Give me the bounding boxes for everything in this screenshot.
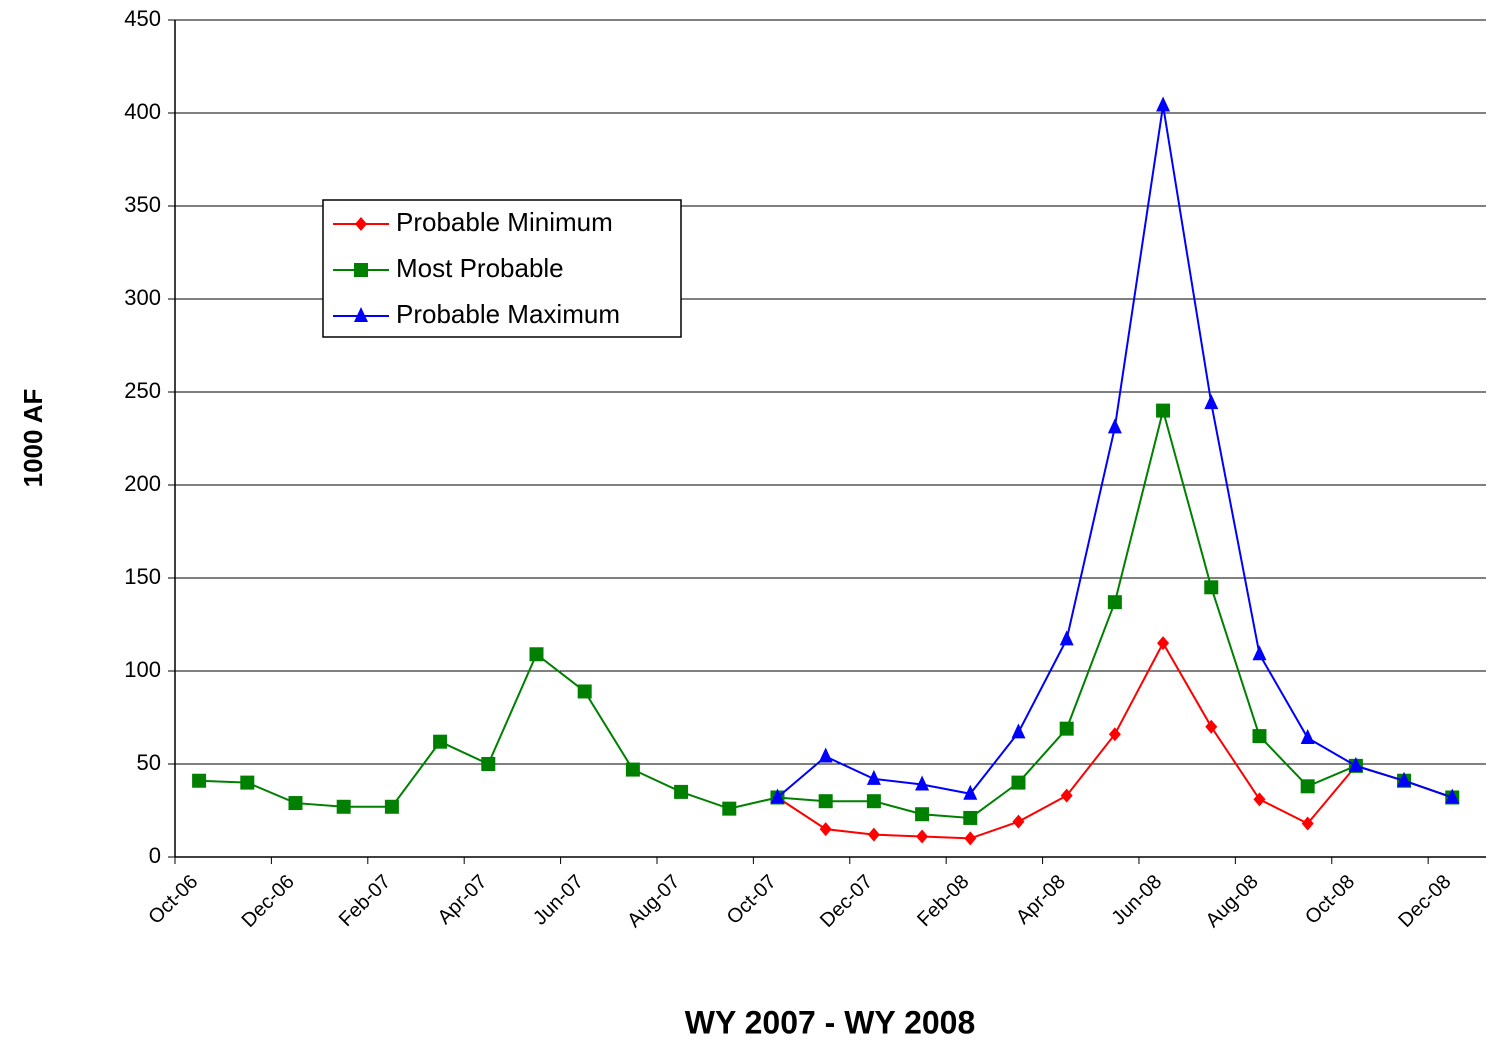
x-tick-label: Jun-07 bbox=[529, 871, 588, 930]
marker bbox=[770, 788, 785, 804]
marker bbox=[1059, 721, 1074, 736]
marker bbox=[355, 217, 367, 231]
y-tick-label: 0 bbox=[149, 843, 161, 868]
marker bbox=[1348, 756, 1363, 772]
marker bbox=[963, 784, 978, 800]
marker bbox=[1011, 775, 1026, 790]
marker bbox=[1108, 727, 1121, 742]
x-tick-label: Aug-07 bbox=[623, 871, 684, 932]
y-tick-label: 450 bbox=[124, 6, 161, 31]
marker bbox=[577, 684, 592, 699]
marker bbox=[1445, 788, 1460, 804]
marker bbox=[354, 263, 368, 277]
y-tick-label: 200 bbox=[124, 471, 161, 496]
y-axis-title: 1000 AF bbox=[18, 389, 48, 488]
x-tick-label: Oct-06 bbox=[144, 871, 202, 929]
marker bbox=[1059, 630, 1074, 646]
y-tick-label: 250 bbox=[124, 378, 161, 403]
x-tick-label: Feb-07 bbox=[335, 871, 395, 931]
series-line bbox=[776, 105, 1453, 799]
legend: Probable Minimum Most Probable Probable Ma… bbox=[322, 199, 682, 338]
marker bbox=[1107, 595, 1122, 610]
y-tick-label: 350 bbox=[124, 192, 161, 217]
marker bbox=[529, 647, 544, 662]
marker bbox=[1012, 814, 1025, 829]
marker bbox=[625, 762, 640, 777]
marker bbox=[336, 799, 351, 814]
marker bbox=[1253, 792, 1266, 807]
legend-box bbox=[322, 199, 682, 338]
y-tick-label: 300 bbox=[124, 285, 161, 310]
marker bbox=[866, 794, 881, 809]
marker bbox=[1301, 816, 1314, 831]
x-tick-label: Dec-07 bbox=[816, 871, 877, 932]
legend-label: Probable Minimum bbox=[396, 207, 613, 237]
x-tick-label: Oct-08 bbox=[1301, 871, 1359, 929]
x-axis-title: WY 2007 - WY 2008 bbox=[685, 1004, 976, 1040]
marker bbox=[1300, 728, 1315, 744]
marker bbox=[1107, 418, 1122, 434]
x-tick-label: Aug-08 bbox=[1202, 871, 1263, 932]
x-tick-label: Apr-08 bbox=[1012, 871, 1070, 929]
legend-label: Probable Maximum bbox=[396, 299, 620, 329]
marker bbox=[1204, 580, 1219, 595]
y-tick-label: 150 bbox=[124, 564, 161, 589]
marker bbox=[1252, 645, 1267, 661]
marker bbox=[433, 734, 448, 749]
marker bbox=[722, 801, 737, 816]
x-tick-label: Jun-08 bbox=[1108, 871, 1167, 930]
marker bbox=[1204, 394, 1219, 410]
y-tick-label: 400 bbox=[124, 99, 161, 124]
marker bbox=[288, 796, 303, 811]
marker bbox=[915, 775, 930, 791]
marker bbox=[384, 799, 399, 814]
x-tick-label: Oct-07 bbox=[723, 871, 781, 929]
marker bbox=[963, 810, 978, 825]
marker bbox=[915, 807, 930, 822]
marker bbox=[1205, 719, 1218, 734]
x-tick-label: Dec-08 bbox=[1394, 871, 1455, 932]
y-tick-label: 50 bbox=[137, 750, 161, 775]
x-tick-label: Feb-08 bbox=[913, 871, 973, 931]
x-tick-label: Dec-06 bbox=[238, 871, 299, 932]
marker bbox=[867, 827, 880, 842]
marker bbox=[1060, 788, 1073, 803]
marker bbox=[818, 747, 833, 763]
marker bbox=[1397, 771, 1412, 787]
marker bbox=[1300, 779, 1315, 794]
marker bbox=[819, 822, 832, 837]
marker bbox=[964, 831, 977, 846]
marker bbox=[916, 829, 929, 844]
marker bbox=[481, 757, 496, 771]
marker bbox=[866, 769, 881, 785]
marker bbox=[1156, 96, 1171, 112]
marker bbox=[818, 794, 833, 809]
y-tick-label: 100 bbox=[124, 657, 161, 682]
marker bbox=[1156, 403, 1171, 418]
marker bbox=[1252, 729, 1267, 744]
legend-label: Most Probable bbox=[396, 253, 564, 283]
marker bbox=[1011, 723, 1026, 739]
marker bbox=[354, 307, 368, 322]
x-tick-label: Apr-07 bbox=[434, 871, 492, 929]
marker bbox=[240, 775, 255, 790]
marker bbox=[1157, 636, 1170, 651]
marker bbox=[674, 784, 689, 799]
marker bbox=[192, 773, 207, 788]
